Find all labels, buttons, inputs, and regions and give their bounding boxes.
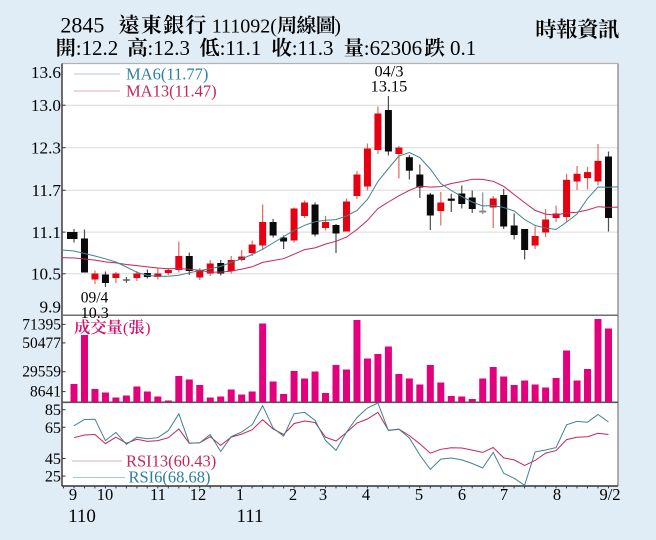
svg-text:9.9: 9.9 <box>40 298 61 317</box>
svg-text:6: 6 <box>458 485 466 504</box>
svg-text:8641: 8641 <box>30 384 61 401</box>
svg-text:13.15: 13.15 <box>371 77 408 96</box>
svg-text:11.1: 11.1 <box>32 223 61 242</box>
svg-text:MA13(11.47): MA13(11.47) <box>126 82 217 101</box>
svg-text::12.2: :12.2 <box>76 36 119 60</box>
svg-text:3: 3 <box>319 485 327 504</box>
svg-text:RSI6(68.68): RSI6(68.68) <box>129 468 211 487</box>
svg-text:111: 111 <box>236 506 263 527</box>
svg-text:71395: 71395 <box>22 316 61 333</box>
svg-text:7: 7 <box>500 485 508 504</box>
svg-text:13.6: 13.6 <box>31 63 61 82</box>
svg-text:2845: 2845 <box>60 12 104 37</box>
svg-text:): ) <box>334 15 341 37</box>
svg-text:1: 1 <box>236 485 244 504</box>
svg-text:12.3: 12.3 <box>31 139 61 158</box>
svg-text:10.3: 10.3 <box>81 305 109 322</box>
svg-text:29559: 29559 <box>22 364 61 381</box>
svg-text::62306: :62306 <box>364 36 422 60</box>
svg-text:(: ( <box>123 318 128 337</box>
svg-text:04/3: 04/3 <box>375 61 404 80</box>
svg-text:25: 25 <box>45 468 61 486</box>
svg-text:2: 2 <box>289 485 297 504</box>
svg-text:): ) <box>145 318 150 337</box>
svg-text:45: 45 <box>45 450 61 468</box>
svg-text:9/2: 9/2 <box>599 485 620 504</box>
svg-text:MA6(11.77): MA6(11.77) <box>126 65 208 84</box>
svg-text:4: 4 <box>362 485 370 504</box>
svg-text:9: 9 <box>69 485 77 504</box>
svg-text:12: 12 <box>190 485 207 504</box>
svg-text:50477: 50477 <box>22 335 61 352</box>
svg-text:10.5: 10.5 <box>31 265 61 284</box>
svg-text:5: 5 <box>415 485 423 504</box>
svg-text:13.0: 13.0 <box>31 96 61 115</box>
svg-text::11.1: :11.1 <box>220 36 262 60</box>
svg-text:RSI13(60.43): RSI13(60.43) <box>126 452 216 471</box>
svg-text:85: 85 <box>45 401 61 419</box>
svg-text:111092(: 111092( <box>212 15 278 37</box>
svg-text:11.7: 11.7 <box>32 181 62 200</box>
svg-text:10: 10 <box>97 485 114 504</box>
svg-text::12.3: :12.3 <box>147 36 190 60</box>
svg-text:8: 8 <box>553 485 561 504</box>
svg-text:65: 65 <box>45 419 61 437</box>
svg-text:09/4: 09/4 <box>81 290 109 307</box>
svg-text:0.1: 0.1 <box>450 36 476 60</box>
svg-text:110: 110 <box>68 506 96 527</box>
svg-text::11.3: :11.3 <box>292 36 334 60</box>
svg-text:11: 11 <box>150 485 166 504</box>
